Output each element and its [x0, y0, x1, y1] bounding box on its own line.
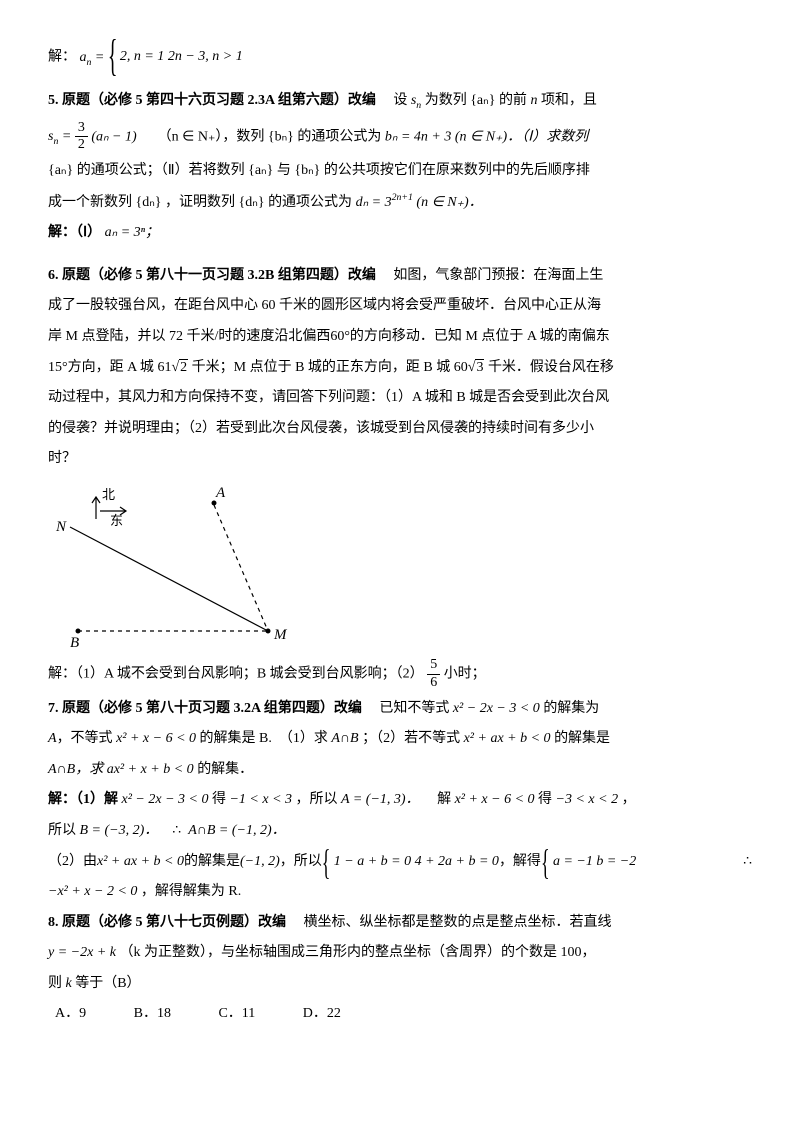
- svg-text:N: N: [55, 519, 67, 535]
- piecewise: 2, n = 1 2n − 3, n > 1: [108, 44, 243, 71]
- svg-text:M: M: [273, 627, 288, 643]
- q6-line-dist: 15°方向，距 A 城 61√2 千米；M 点位于 B 城的正东方向，距 B 城…: [48, 355, 752, 382]
- q5-line4: 成一个新数列 {dₙ} ，证明数列 {dₙ} 的通项公式为 dₙ = 32n+1…: [48, 189, 752, 216]
- q8: 8. 原题（必修 5 第八十七页例题）改编 横坐标、纵坐标都是整数的点是整点坐标…: [48, 910, 752, 937]
- q7-ans-l2: 所以 B = (−3, 2)． ∴ A∩B = (−1, 2)．: [48, 818, 752, 845]
- q5-line2: sn = 3 2 (aₙ − 1) （n ∈ N₊），数列 {bₙ} 的通项公式…: [48, 120, 752, 155]
- q8-line2: y = −2x + k （k 为正整数），与坐标轴围成三角形内的整点坐标（含周界…: [48, 940, 752, 967]
- choice-c: C．11: [218, 1001, 255, 1028]
- choice-a: A．9: [55, 1001, 86, 1028]
- q6: 6. 原题（必修 5 第八十一页习题 3.2B 组第四题）改编 如图，气象部门预…: [48, 263, 752, 290]
- q4-answer: 解： an = 2, n = 1 2n − 3, n > 1: [48, 44, 752, 72]
- q6-diagram: 北 东 N A B M: [48, 481, 328, 651]
- svg-text:东: 东: [110, 513, 123, 528]
- q7-ans-l4: −x² + x − 2 < 0 ，解得解集为 R.: [48, 879, 752, 906]
- q8-choices: A．9 B．18 C．11 D．22: [48, 1001, 752, 1028]
- system1: 1 − a + b = 0 4 + 2a + b = 0: [322, 849, 499, 876]
- q7-heading: 7. 原题（必修 5 第八十页习题 3.2A 组第四题）改编: [48, 701, 362, 716]
- choice-d: D．22: [303, 1001, 341, 1028]
- svg-text:A: A: [215, 485, 226, 501]
- frac-5-6: 5 6: [427, 657, 440, 692]
- q7-line2: AA，不等式，不等式 x² + x − 6 < 0 的解集是 B. （1）求 A…: [48, 726, 752, 753]
- q5-line3: {aₙ} 的通项公式；（Ⅱ）若将数列 {aₙ} 与 {bₙ} 的公共项按它们在原…: [48, 158, 752, 185]
- q8-line3: 则 k 等于（B）: [48, 971, 752, 998]
- svg-text:北: 北: [102, 487, 115, 502]
- q7: 7. 原题（必修 5 第八十页习题 3.2A 组第四题）改编 已知不等式 x² …: [48, 696, 752, 723]
- q6-answer: 解：（1）A 城不会受到台风影响；B 城会受到台风影响；（2） 5 6 小时；: [48, 657, 752, 692]
- set-an: {aₙ}: [470, 93, 495, 108]
- q5-heading: 5. 原题（必修 5 第四十六页习题 2.3A 组第六题）改编: [48, 93, 376, 108]
- frac-3-2: 3 2: [75, 120, 88, 155]
- q8-heading: 8. 原题（必修 5 第八十七页例题）改编: [48, 915, 286, 930]
- svg-text:B: B: [70, 635, 79, 651]
- q7-ans-l1: 解：（1）解 x² − 2x − 3 < 0 得 −1 < x < 3 ，所以 …: [48, 787, 752, 814]
- q7-ans-l3: （2）由 x² + ax + b < 0 的解集是 (−1, 2) ，所以 1 …: [48, 849, 752, 876]
- choice-b: B．18: [134, 1001, 171, 1028]
- q5-answer: 解：（Ⅰ） aₙ = 3ⁿ；: [48, 220, 752, 247]
- ans4-prefix: 解：: [48, 50, 76, 65]
- system2: a = −1 b = −2: [541, 849, 636, 876]
- q7-line3: A∩B，求 ax² + x + b < 0 的解集．: [48, 757, 752, 784]
- q5: 5. 原题（必修 5 第四十六页习题 2.3A 组第六题）改编 设 sn 为数列…: [48, 88, 752, 116]
- q6-heading: 6. 原题（必修 5 第八十一页习题 3.2B 组第四题）改编: [48, 268, 376, 283]
